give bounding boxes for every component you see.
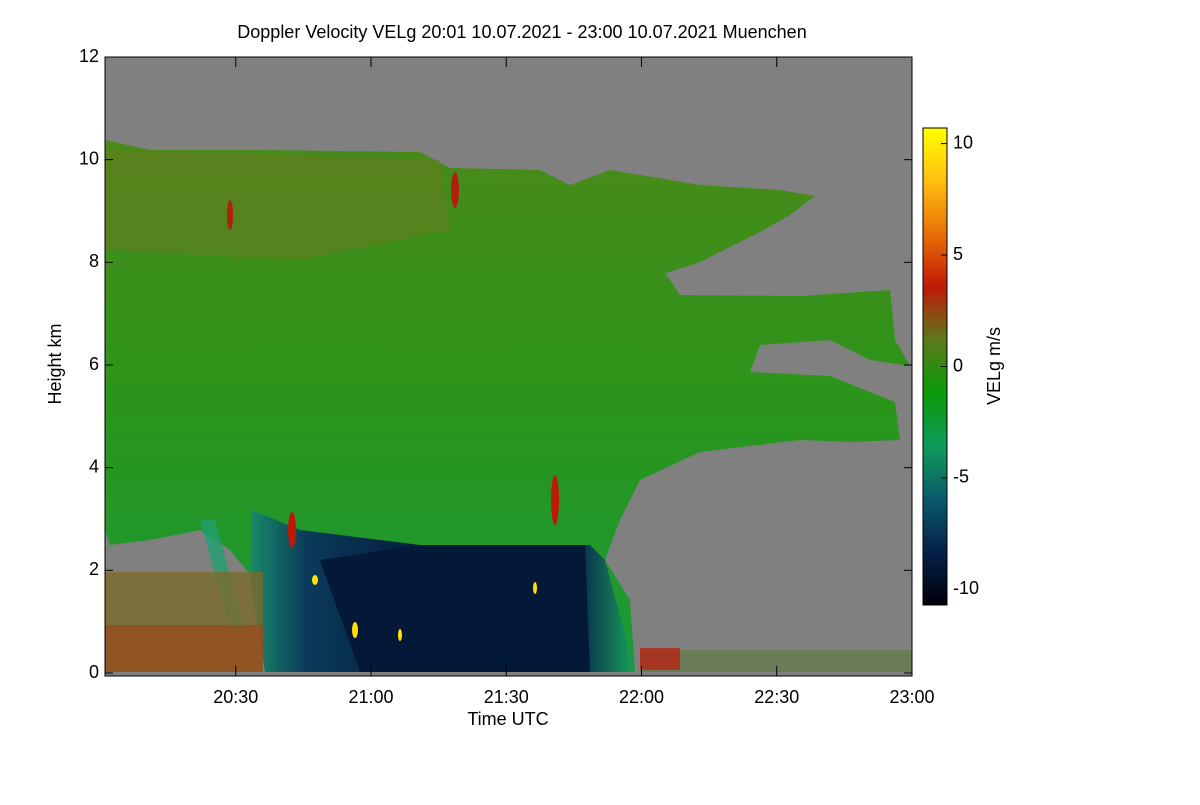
- y-tick-label: 0: [89, 662, 99, 682]
- y-tick-label: 10: [79, 148, 99, 168]
- x-tick-label: 22:30: [754, 687, 799, 707]
- x-tick-label: 22:00: [619, 687, 664, 707]
- x-tick-label: 23:00: [889, 687, 934, 707]
- colorbar-tick-label: -5: [953, 467, 969, 487]
- colorbar-label: VELg m/s: [984, 327, 1004, 405]
- x-tick-label: 21:00: [348, 687, 393, 707]
- colorbar-tick-label: 0: [953, 355, 963, 375]
- plot-frame: [104, 56, 913, 677]
- x-axis-label: Time UTC: [467, 709, 548, 729]
- y-tick-label: 12: [79, 46, 99, 66]
- colorbar-tick-label: 10: [953, 132, 973, 152]
- heatmap-field: [105, 140, 912, 672]
- chart-title: Doppler Velocity VELg 20:01 10.07.2021 -…: [237, 22, 806, 42]
- y-axis-label: Height km: [45, 323, 65, 404]
- colorbar-tick-label: 5: [953, 244, 963, 264]
- y-tick-label: 2: [89, 559, 99, 579]
- y-tick-label: 6: [89, 354, 99, 374]
- x-tick-label: 20:30: [213, 687, 258, 707]
- y-tick-label: 8: [89, 251, 99, 271]
- colorbar-tick-label: -10: [953, 578, 979, 598]
- x-tick-label: 21:30: [484, 687, 529, 707]
- y-tick-label: 4: [89, 456, 99, 476]
